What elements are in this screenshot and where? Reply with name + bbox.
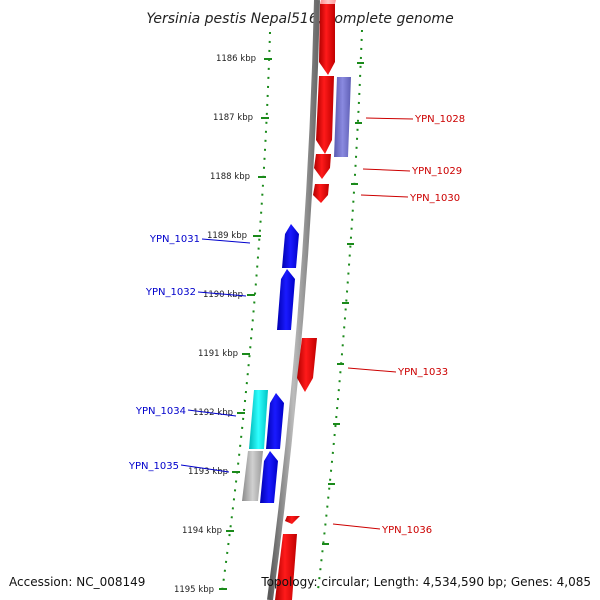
kbp-label: 1195 kbp [174, 585, 214, 595]
gene-label-ypn-1033[interactable]: YPN_1033 [397, 367, 448, 378]
gene-arrow-ypn-1036 [285, 516, 300, 524]
kbp-label: 1191 kbp [198, 349, 238, 359]
kbp-axis-labels: 1186 kbp 1187 kbp 1188 kbp 1189 kbp 1190… [174, 54, 256, 595]
kbp-label: 1190 kbp [203, 290, 243, 300]
gene-arrow-ypn-1033 [297, 338, 317, 392]
kbp-label: 1189 kbp [207, 231, 247, 241]
ruler-ticks-right [322, 62, 364, 545]
gene-arrow-ypn-1034-cyan [249, 390, 268, 449]
gene-arrow-top [320, 0, 336, 4]
gene-label-ypn-1032[interactable]: YPN_1032 [145, 287, 196, 298]
gene-arrow-ypn-1032 [277, 269, 295, 330]
gene-arrow-ypn-1037 [275, 534, 297, 600]
gene-label-ypn-1036[interactable]: YPN_1036 [381, 525, 432, 536]
gene-arrow-ypn-1031 [282, 224, 299, 268]
gene-label-ypn-1029[interactable]: YPN_1029 [411, 166, 462, 177]
kbp-label: 1186 kbp [216, 54, 256, 64]
reverse-genes [260, 224, 299, 503]
map-title: Yersinia pestis Nepal516, complete genom… [146, 11, 453, 27]
kbp-label: 1188 kbp [210, 172, 250, 182]
genome-backbone [267, 0, 320, 600]
accession-text: Accession: NC_008149 [9, 575, 145, 589]
gene-label-ypn-1028[interactable]: YPN_1028 [414, 114, 465, 125]
gene-arrow-ypn-1035-gray [242, 451, 263, 501]
kbp-label: 1187 kbp [213, 113, 253, 123]
gene-arrow-ypn-1035 [260, 451, 278, 503]
ruler-ticks-left [219, 58, 272, 590]
label-leaders [180, 117, 414, 530]
gene-label-ypn-1031[interactable]: YPN_1031 [149, 234, 200, 245]
gene-label-ypn-1034[interactable]: YPN_1034 [135, 406, 186, 417]
gene-arrow-ypn-1028-violet [334, 77, 351, 157]
gene-arrow-ypn-1029 [314, 154, 331, 179]
kbp-label: 1194 kbp [182, 526, 222, 536]
gene-arrow-ypn-1034 [266, 393, 284, 449]
gene-arrow-ypn-1030 [313, 184, 329, 203]
forward-genes [275, 0, 336, 600]
gene-label-ypn-1035[interactable]: YPN_1035 [128, 461, 179, 472]
genome-summary-text: Topology: circular; Length: 4,534,590 bp… [260, 575, 591, 589]
kbp-label: 1193 kbp [188, 467, 228, 477]
gene-arrow-ypn-1027 [319, 4, 335, 75]
gene-label-ypn-1030[interactable]: YPN_1030 [409, 193, 460, 204]
gene-arrow-ypn-1028 [316, 76, 334, 154]
gene-labels: YPN_1028 YPN_1029 YPN_1030 YPN_1031 YPN_… [128, 114, 465, 536]
